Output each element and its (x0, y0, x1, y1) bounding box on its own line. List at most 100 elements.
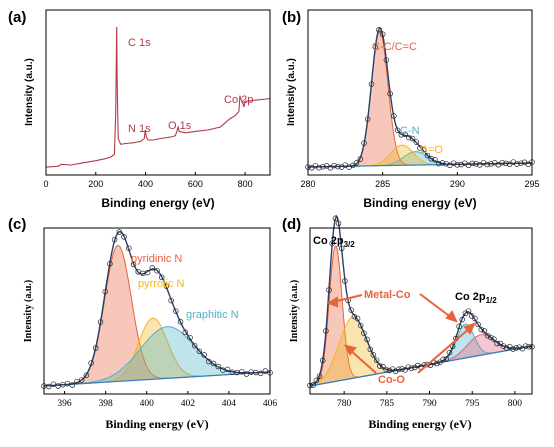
data-point (361, 330, 367, 336)
data-point (475, 321, 481, 328)
data-point (102, 288, 108, 295)
data-point (88, 360, 94, 366)
data-point (413, 139, 420, 145)
data-point (518, 160, 524, 166)
data-point (154, 267, 160, 274)
data-point (326, 287, 332, 293)
data-point (434, 360, 440, 367)
data-point (465, 308, 472, 314)
data-point (135, 269, 141, 275)
coo-arrow-right (417, 327, 471, 374)
panel-b: 280 285 290 295 Intensity (a.u.) Binding en… (286, 9, 540, 210)
data-point (83, 372, 90, 379)
data-point (342, 278, 348, 284)
data-point (432, 157, 438, 163)
peak-fill-3 (310, 334, 532, 386)
data-point (353, 160, 360, 166)
data-point (215, 363, 221, 370)
data-point (516, 344, 523, 350)
data-point (319, 357, 326, 364)
data-point (394, 127, 401, 133)
data-point (526, 343, 532, 350)
data-point (310, 382, 316, 388)
data-point (424, 152, 431, 159)
panel-a-x-label: Binding energy (eV) (101, 196, 214, 210)
data-point (510, 346, 516, 352)
data-point (239, 368, 245, 375)
peak-fill-2 (44, 326, 270, 386)
data-point (383, 57, 390, 63)
panel-d-label: (d) (282, 216, 301, 233)
data-point (402, 367, 408, 373)
coo-arrow-left (349, 349, 377, 374)
data-point (210, 360, 217, 367)
data-point (399, 366, 405, 372)
data-point (439, 160, 446, 166)
data-point (206, 358, 212, 365)
panel-d-frame (309, 227, 533, 395)
data-point (64, 380, 71, 387)
data-point (320, 163, 326, 170)
data-point (500, 343, 507, 349)
coo-arrowhead-left (344, 344, 357, 356)
data-point (332, 215, 339, 222)
data-point (357, 322, 364, 329)
data-point (346, 164, 352, 170)
data-point (323, 328, 329, 334)
fit-envelope (43, 230, 270, 387)
data-point (338, 245, 345, 252)
data-point (158, 274, 165, 281)
data-point (424, 361, 431, 368)
cn-annotation: C-N (400, 125, 420, 137)
data-point (149, 265, 156, 271)
co-annotation: C=O (420, 144, 443, 156)
data-point (386, 367, 393, 374)
data-point (473, 161, 479, 167)
data-point (456, 323, 462, 330)
x-tick-label: 402 (181, 399, 196, 409)
panel-a-plot-area (45, 26, 271, 168)
data-point (484, 332, 491, 339)
data-point (468, 313, 475, 319)
data-point (316, 164, 322, 171)
c1s-annotation: C 1s (128, 37, 151, 49)
data-point (163, 283, 170, 289)
data-point (409, 135, 416, 142)
data-point (514, 161, 520, 167)
panel-b-plot-area (305, 27, 535, 171)
panel-d-plot-area (307, 214, 535, 389)
data-point (368, 81, 375, 87)
data-point (376, 27, 382, 33)
data-point (335, 220, 342, 227)
data-point (78, 377, 85, 383)
data-point (55, 383, 61, 389)
data-point (370, 352, 377, 358)
coo-arrowhead-right (463, 322, 476, 335)
data-point (372, 44, 378, 50)
data-point (446, 349, 453, 356)
data-point (481, 328, 488, 334)
data-point (440, 356, 446, 363)
x-tick-label: 398 (99, 399, 114, 409)
data-point (130, 261, 137, 268)
data-point (111, 236, 118, 243)
data-point (243, 371, 250, 377)
data-point (364, 116, 371, 122)
coo-annotation: Co-O (378, 374, 405, 386)
data-point (107, 261, 113, 267)
data-point (262, 368, 269, 374)
data-point (396, 366, 402, 373)
data-point (383, 366, 389, 373)
data-point (373, 357, 380, 363)
panel-d-y-label: Intensity (a.u.) (289, 280, 300, 343)
data-point (367, 346, 374, 353)
panel-d-x-ticks: 780 785 790 795 800 (337, 391, 522, 409)
graphitic-annotation: graphitic N (186, 309, 239, 321)
data-point (503, 345, 510, 351)
data-point (126, 245, 132, 251)
data-point (377, 363, 383, 369)
data-point (443, 160, 449, 167)
n1s-annotation: N 1s (128, 123, 151, 135)
data-point (93, 345, 99, 351)
data-point (45, 383, 52, 390)
